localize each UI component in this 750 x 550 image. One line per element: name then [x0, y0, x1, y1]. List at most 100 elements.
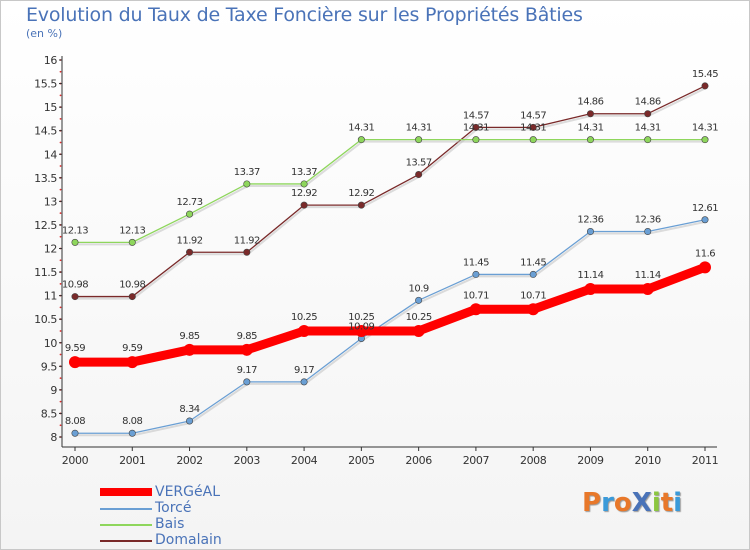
series-line-domalain — [75, 85, 706, 298]
data-point-domalain — [472, 123, 480, 131]
chart-title: Evolution du Taux de Taxe Foncière sur l… — [26, 4, 583, 26]
y-tick-label: 10.5 — [34, 313, 57, 326]
y-tick-label: 13.5 — [34, 172, 57, 185]
x-tick-label: 2009 — [577, 454, 604, 467]
data-point-vergeal — [355, 324, 368, 337]
data-point-domalain — [300, 201, 308, 209]
legend-item-vergeal: VERGéAL — [100, 484, 300, 500]
y-minor-tick — [59, 165, 62, 167]
data-label-bais: 14.31 — [692, 123, 718, 134]
data-point-vergeal — [584, 283, 597, 296]
data-point-bais — [71, 238, 79, 246]
data-label-torce: 11.45 — [463, 257, 489, 268]
legend-item-torce: Torcé — [100, 500, 300, 516]
y-minor-tick — [59, 188, 62, 191]
data-point-domalain — [701, 82, 709, 90]
logo-letter: X — [631, 488, 652, 518]
data-label-bais: 14.31 — [463, 123, 489, 134]
y-tick-label: 8 — [50, 431, 57, 444]
x-tick-label: 2006 — [405, 454, 432, 467]
data-point-bais — [701, 136, 709, 144]
data-point-domalain — [586, 110, 594, 118]
data-label-torce: 8.34 — [179, 404, 199, 415]
data-point-domalain — [128, 293, 136, 301]
data-label-domalain: 14.86 — [635, 97, 661, 108]
data-point-vergeal — [298, 324, 311, 337]
data-label-layer: 10.98 10.98 11.92 11.92 12.92 12.92 13.57 14.57… — [62, 69, 719, 427]
legend-label-bais: Bais — [155, 516, 185, 532]
data-label-bais: 14.31 — [406, 123, 432, 134]
x-tick-label: 2002 — [176, 454, 202, 467]
data-point-torce — [529, 270, 537, 278]
data-point-torce — [701, 216, 709, 224]
data-label-domalain: 11.92 — [176, 235, 202, 246]
y-tick-label: 13 — [44, 195, 58, 208]
x-tick-label: 2005 — [348, 454, 375, 467]
data-point-torce — [586, 228, 594, 236]
y-minor-tick — [59, 94, 62, 97]
logo-letter: P — [582, 488, 602, 518]
series-shadow-domalain — [76, 87, 707, 300]
data-label-torce: 9.17 — [294, 365, 314, 376]
legend-item-domalain: Domalain — [100, 532, 300, 548]
data-point-domalain — [529, 123, 537, 131]
data-point-vergeal — [126, 356, 139, 369]
data-point-torce — [128, 429, 136, 437]
x-tick-label: 2008 — [520, 454, 547, 467]
data-point-torce — [415, 296, 423, 304]
y-tick-label: 12 — [44, 243, 57, 256]
data-label-domalain: 14.57 — [520, 110, 546, 121]
data-point-torce — [71, 429, 79, 437]
logo-letter: i — [673, 488, 683, 518]
proxiti-logo: ProXiti — [582, 488, 682, 518]
y-minor-tick — [59, 212, 62, 215]
series-line-vergeal — [75, 263, 707, 367]
data-label-bais: 13.37 — [234, 167, 260, 178]
data-point-domalain — [71, 293, 79, 301]
data-label-torce: 12.61 — [692, 203, 718, 214]
data-label-vergeal: 9.59 — [122, 343, 142, 354]
legend-label-vergeal: VERGéAL — [155, 484, 220, 500]
data-point-vergeal — [183, 343, 196, 356]
logo-letter: r — [601, 488, 614, 518]
data-point-domalain — [243, 248, 251, 256]
data-label-vergeal: 10.71 — [463, 290, 489, 301]
data-point-vergeal — [527, 303, 540, 316]
y-tick-label: 8.5 — [41, 407, 58, 420]
data-label-vergeal: 10.71 — [520, 290, 546, 301]
y-tick-label: 9 — [50, 384, 57, 397]
data-label-torce: 10.9 — [409, 283, 429, 294]
data-label-domalain: 14.57 — [463, 110, 489, 121]
y-tick-label: 15.5 — [34, 78, 57, 91]
y-tick-label: 12.5 — [34, 219, 57, 232]
y-minor-tick — [59, 424, 62, 427]
series-shadow-bais — [76, 140, 706, 246]
data-point-torce — [186, 417, 194, 425]
logo-letter: i — [651, 488, 661, 518]
data-label-domalain: 12.92 — [348, 188, 374, 199]
data-label-torce: 9.17 — [237, 365, 257, 376]
data-label-vergeal: 10.25 — [348, 312, 374, 323]
y-tick-label: 11.5 — [34, 266, 57, 279]
y-tick-label: 14 — [44, 148, 58, 161]
data-point-bais — [472, 136, 480, 144]
y-minor-tick — [59, 306, 62, 309]
data-label-torce: 8.08 — [122, 416, 142, 427]
y-tick-label: 16 — [44, 54, 58, 67]
x-tick-label: 2010 — [635, 454, 662, 467]
y-minor-tick — [59, 282, 62, 285]
data-point-bais — [644, 136, 652, 144]
data-point-bais — [128, 238, 136, 246]
y-tick-label: 11 — [44, 290, 57, 303]
legend: VERGéAL Torcé Bais Domalain — [100, 484, 300, 548]
data-point-domalain — [644, 110, 652, 118]
data-label-bais: 12.13 — [62, 225, 88, 236]
y-minor-tick — [59, 400, 62, 403]
data-label-bais: 14.31 — [348, 123, 374, 134]
x-tick-label: 2011 — [692, 454, 718, 467]
y-tick-label: 9.5 — [41, 360, 58, 373]
data-label-torce: 10.09 — [348, 322, 374, 333]
data-label-domalain: 10.98 — [119, 280, 145, 291]
